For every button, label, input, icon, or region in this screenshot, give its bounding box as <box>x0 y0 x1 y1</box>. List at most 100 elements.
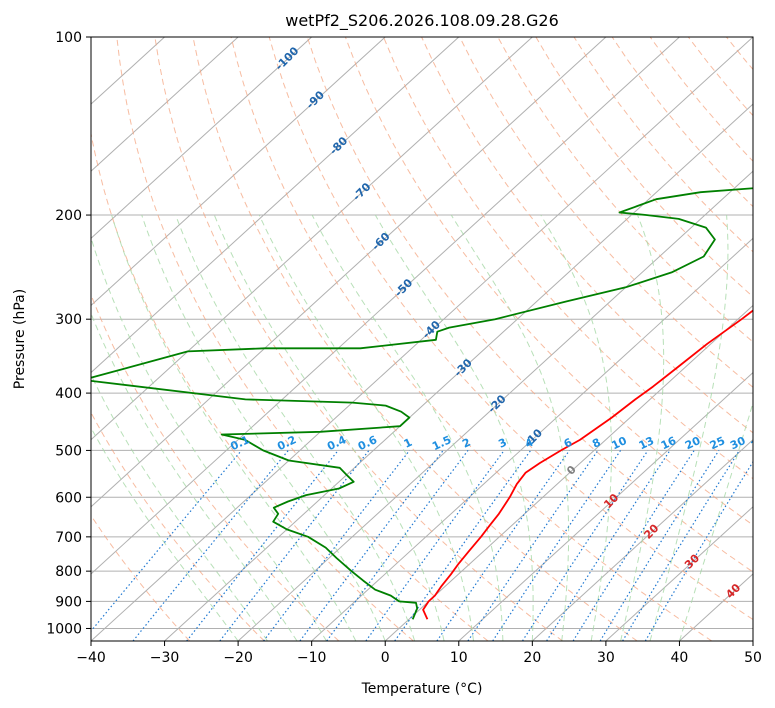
x-axis-label: Temperature (°C) <box>361 681 483 697</box>
dry-adiabat <box>91 411 265 641</box>
mixing-ratio-line <box>467 450 599 641</box>
mixing-ratio-label: 2 <box>460 436 472 451</box>
isotherm-line <box>91 37 386 307</box>
mixing-ratio-line <box>492 450 622 641</box>
dry-adiabat <box>230 37 713 641</box>
dry-adiabat <box>726 37 753 71</box>
mixing-ratio-line <box>186 450 339 641</box>
dry-adiabat <box>116 37 489 641</box>
y-axis-label: Pressure (hPa) <box>12 289 28 389</box>
isotherm-line <box>752 640 753 641</box>
moist-adiabat <box>649 214 729 641</box>
y-tick-label: 800 <box>55 564 82 580</box>
x-tick-label: 40 <box>671 650 689 666</box>
y-tick-label: 1000 <box>46 621 82 637</box>
y-tick-label: 300 <box>55 312 82 328</box>
dewpoint-profile-line <box>91 187 753 620</box>
mixing-ratio-label: 13 <box>637 434 656 452</box>
mixing-ratio-line <box>622 450 740 641</box>
isotherm-line <box>91 37 680 575</box>
plot-area: -100-90-80-70-60-50-40-30-20-10010203040… <box>91 37 775 641</box>
mixing-ratio-line <box>263 450 410 641</box>
x-tick-label: −30 <box>150 650 180 666</box>
temperature-profile-line <box>422 309 753 620</box>
y-axis: 100 200 300 400 500 600 700 800 900 1000 <box>46 30 91 637</box>
sounding-series <box>91 187 753 620</box>
dry-adiabat <box>765 37 775 641</box>
y-tick-label: 400 <box>55 386 82 402</box>
isotherm-line <box>531 438 753 641</box>
x-tick-label: 30 <box>597 650 615 666</box>
mixing-ratio-label: 16 <box>659 434 679 452</box>
mixing-ratio-line <box>546 450 671 641</box>
dry-adiabat <box>154 37 563 641</box>
isotherm-label: -100 <box>273 44 302 73</box>
moist-adiabat <box>213 214 445 641</box>
plot-frame <box>90 36 754 642</box>
moist-adiabats <box>91 214 753 641</box>
dry-adiabat <box>344 37 753 526</box>
isotherm-line <box>91 37 533 441</box>
mixing-ratio-line <box>91 450 242 632</box>
dry-adiabat <box>306 37 753 573</box>
dry-adiabat <box>687 37 753 117</box>
mixing-ratio-label: 10 <box>609 434 629 452</box>
moist-adiabat <box>111 214 357 641</box>
mixing-ratio-line <box>394 450 532 641</box>
mixing-ratio-line <box>132 450 289 641</box>
moist-adiabat <box>141 214 386 641</box>
isotherm-line <box>91 37 753 641</box>
mixing-ratio-line <box>521 450 649 641</box>
x-tick-label: 20 <box>523 650 541 666</box>
x-tick-label: 50 <box>744 650 762 666</box>
y-tick-label: 500 <box>55 443 82 459</box>
x-tick-label: −20 <box>223 650 253 666</box>
mixing-ratio-label: 25 <box>708 434 727 452</box>
isotherm-line <box>91 37 607 508</box>
mixing-ratio-label: 20 <box>683 434 703 452</box>
dry-adiabat <box>535 37 753 298</box>
moist-adiabat <box>91 312 298 641</box>
isotherm-line <box>91 37 460 374</box>
moist-adiabat <box>311 214 504 641</box>
isotherm-line <box>384 304 753 641</box>
chart-title: wetPf2_S206.2026.108.09.28.G26 <box>285 11 559 31</box>
moist-adiabat <box>91 426 239 641</box>
mixing-ratio-label: 8 <box>590 436 602 451</box>
dry-adiabat <box>91 131 414 641</box>
y-tick-label: 100 <box>55 30 82 46</box>
moist-adiabat <box>450 214 570 641</box>
isotherm-line <box>458 371 753 641</box>
dry-adiabat <box>91 514 191 641</box>
mixing-ratio-line <box>299 450 444 641</box>
moist-adiabat <box>620 214 665 641</box>
isotherm-line <box>91 37 313 240</box>
mixing-ratio-line <box>365 450 505 641</box>
mixing-ratio-line <box>572 450 695 641</box>
isotherm-line <box>164 103 753 641</box>
dry-adiabat <box>268 37 753 621</box>
mixing-ratio-line <box>219 450 370 641</box>
x-tick-label: −10 <box>297 650 327 666</box>
y-tick-label: 200 <box>55 208 82 224</box>
dry-adiabat <box>192 37 638 641</box>
x-axis: −40 −30 −20 −10 0 10 20 30 40 50 <box>76 641 762 666</box>
isotherm-line <box>237 170 753 641</box>
isotherm-line <box>91 37 239 172</box>
skewed-isotherms <box>91 37 753 641</box>
y-tick-label: 600 <box>55 490 82 506</box>
y-tick-label: 700 <box>55 530 82 546</box>
moist-adiabat <box>258 214 474 641</box>
mixing-ratio-label: 36 <box>749 434 769 452</box>
moist-adiabat <box>91 236 327 641</box>
mixing-ratio-line <box>436 450 570 641</box>
mixing-ratio-label: 3 <box>496 436 508 451</box>
y-tick-label: 900 <box>55 594 82 610</box>
isotherm-line <box>605 506 753 641</box>
x-tick-label: 10 <box>450 650 468 666</box>
pressure-gridlines <box>91 37 753 629</box>
mixing-ratio-line <box>326 450 469 641</box>
x-tick-label: −40 <box>76 650 106 666</box>
